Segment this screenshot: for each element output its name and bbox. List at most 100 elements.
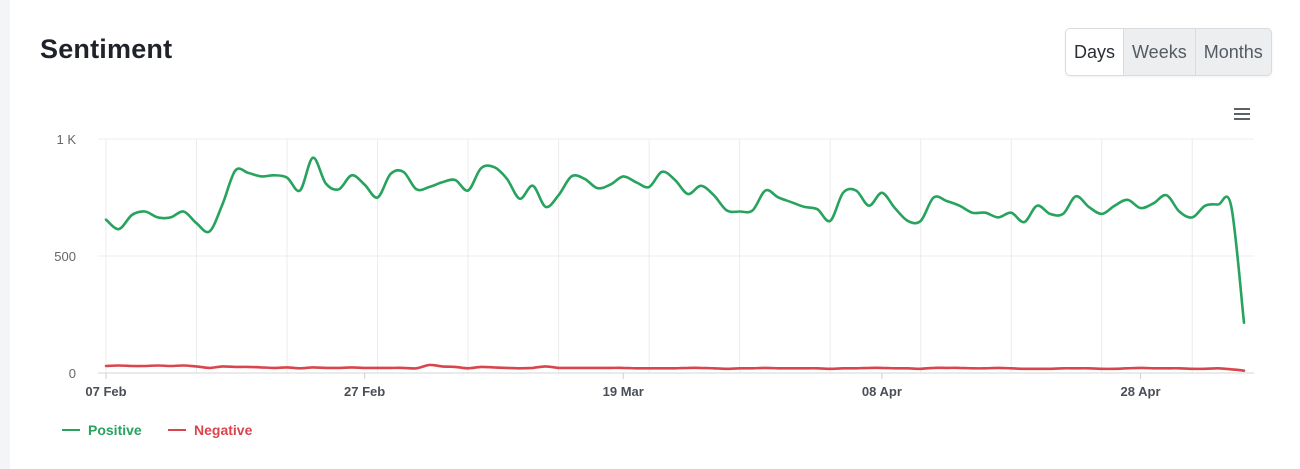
data-point-positive[interactable] bbox=[478, 165, 484, 171]
data-point-positive[interactable] bbox=[491, 164, 497, 170]
data-point-negative[interactable] bbox=[724, 366, 730, 372]
data-point-positive[interactable] bbox=[271, 172, 277, 178]
range-days-button[interactable]: Days bbox=[1066, 29, 1124, 75]
data-point-negative[interactable] bbox=[452, 364, 458, 370]
data-point-negative[interactable] bbox=[426, 362, 432, 368]
data-point-positive[interactable] bbox=[103, 217, 109, 223]
data-point-negative[interactable] bbox=[219, 363, 225, 369]
data-point-positive[interactable] bbox=[814, 206, 820, 212]
data-point-positive[interactable] bbox=[310, 155, 316, 161]
data-point-negative[interactable] bbox=[129, 363, 135, 369]
data-point-negative[interactable] bbox=[1125, 365, 1131, 371]
hamburger-menu-icon[interactable] bbox=[1232, 105, 1252, 123]
data-point-positive[interactable] bbox=[1099, 211, 1105, 217]
data-point-negative[interactable] bbox=[827, 366, 833, 372]
data-point-negative[interactable] bbox=[323, 365, 329, 371]
data-point-positive[interactable] bbox=[672, 177, 678, 183]
data-point-positive[interactable] bbox=[620, 173, 626, 179]
data-point-positive[interactable] bbox=[892, 205, 898, 211]
data-point-positive[interactable] bbox=[400, 169, 406, 175]
data-point-negative[interactable] bbox=[103, 363, 109, 369]
data-point-negative[interactable] bbox=[245, 364, 251, 370]
data-point-positive[interactable] bbox=[258, 173, 264, 179]
data-point-negative[interactable] bbox=[491, 364, 497, 370]
data-point-positive[interactable] bbox=[1047, 211, 1053, 217]
data-point-negative[interactable] bbox=[543, 363, 549, 369]
data-point-positive[interactable] bbox=[388, 171, 394, 177]
data-point-positive[interactable] bbox=[413, 186, 419, 192]
data-point-negative[interactable] bbox=[1099, 366, 1105, 372]
data-point-positive[interactable] bbox=[1008, 210, 1014, 216]
data-point-positive[interactable] bbox=[866, 203, 872, 209]
data-point-positive[interactable] bbox=[297, 187, 303, 193]
data-point-positive[interactable] bbox=[737, 209, 743, 215]
data-point-positive[interactable] bbox=[1086, 204, 1092, 210]
data-point-negative[interactable] bbox=[866, 365, 872, 371]
data-point-negative[interactable] bbox=[504, 365, 510, 371]
data-point-negative[interactable] bbox=[982, 365, 988, 371]
data-point-negative[interactable] bbox=[995, 365, 1001, 371]
data-point-negative[interactable] bbox=[232, 364, 238, 370]
data-point-negative[interactable] bbox=[1150, 365, 1156, 371]
range-weeks-button[interactable]: Weeks bbox=[1123, 29, 1195, 75]
data-point-positive[interactable] bbox=[1215, 202, 1221, 208]
data-point-positive[interactable] bbox=[775, 195, 781, 201]
data-point-negative[interactable] bbox=[1228, 366, 1234, 372]
data-point-positive[interactable] bbox=[581, 176, 587, 182]
data-point-negative[interactable] bbox=[1060, 365, 1066, 371]
data-point-negative[interactable] bbox=[271, 365, 277, 371]
data-point-negative[interactable] bbox=[1086, 365, 1092, 371]
data-point-negative[interactable] bbox=[439, 363, 445, 369]
data-point-negative[interactable] bbox=[181, 363, 187, 369]
data-point-positive[interactable] bbox=[1125, 197, 1131, 203]
data-point-positive[interactable] bbox=[1112, 203, 1118, 209]
data-point-negative[interactable] bbox=[465, 365, 471, 371]
data-point-negative[interactable] bbox=[258, 364, 264, 370]
legend-item-negative[interactable]: Negative bbox=[168, 422, 252, 438]
data-point-negative[interactable] bbox=[1215, 365, 1221, 371]
data-point-positive[interactable] bbox=[1073, 193, 1079, 199]
data-point-positive[interactable] bbox=[801, 204, 807, 210]
data-point-positive[interactable] bbox=[155, 214, 161, 220]
data-point-positive[interactable] bbox=[181, 209, 187, 215]
data-point-positive[interactable] bbox=[594, 185, 600, 191]
data-point-positive[interactable] bbox=[711, 192, 717, 198]
data-point-positive[interactable] bbox=[1138, 205, 1144, 211]
data-point-negative[interactable] bbox=[750, 365, 756, 371]
data-point-negative[interactable] bbox=[814, 365, 820, 371]
data-point-negative[interactable] bbox=[607, 365, 613, 371]
data-point-negative[interactable] bbox=[478, 364, 484, 370]
data-point-negative[interactable] bbox=[892, 365, 898, 371]
data-point-positive[interactable] bbox=[1189, 214, 1195, 220]
data-point-negative[interactable] bbox=[1189, 366, 1195, 372]
data-point-positive[interactable] bbox=[1021, 219, 1027, 225]
data-point-negative[interactable] bbox=[375, 365, 381, 371]
data-point-negative[interactable] bbox=[581, 365, 587, 371]
data-point-positive[interactable] bbox=[129, 212, 135, 218]
data-point-negative[interactable] bbox=[737, 365, 743, 371]
data-point-negative[interactable] bbox=[1021, 366, 1027, 372]
data-point-positive[interactable] bbox=[607, 182, 613, 188]
data-point-negative[interactable] bbox=[155, 363, 161, 369]
data-point-positive[interactable] bbox=[879, 190, 885, 196]
data-point-negative[interactable] bbox=[362, 365, 368, 371]
data-point-positive[interactable] bbox=[530, 183, 536, 189]
data-point-negative[interactable] bbox=[1112, 366, 1118, 372]
data-point-negative[interactable] bbox=[594, 365, 600, 371]
data-point-negative[interactable] bbox=[1241, 368, 1247, 374]
data-point-negative[interactable] bbox=[646, 365, 652, 371]
data-point-negative[interactable] bbox=[310, 364, 316, 370]
data-point-negative[interactable] bbox=[388, 365, 394, 371]
data-point-positive[interactable] bbox=[375, 195, 381, 201]
data-point-positive[interactable] bbox=[698, 183, 704, 189]
data-point-positive[interactable] bbox=[750, 207, 756, 213]
data-point-positive[interactable] bbox=[556, 192, 562, 198]
data-point-positive[interactable] bbox=[194, 220, 200, 226]
data-point-negative[interactable] bbox=[801, 365, 807, 371]
range-months-button[interactable]: Months bbox=[1194, 29, 1271, 75]
data-point-negative[interactable] bbox=[168, 363, 174, 369]
data-point-negative[interactable] bbox=[349, 364, 355, 370]
data-point-positive[interactable] bbox=[232, 168, 238, 174]
data-point-negative[interactable] bbox=[711, 365, 717, 371]
data-point-positive[interactable] bbox=[1060, 211, 1066, 217]
